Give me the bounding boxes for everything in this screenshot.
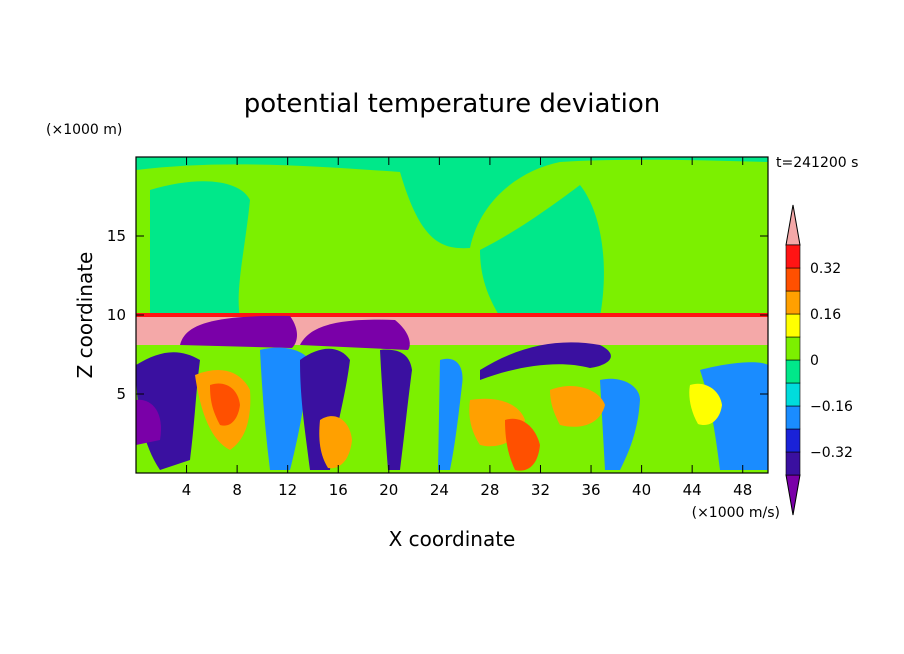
colorbar-label: −0.32 <box>810 445 853 461</box>
warm-plume-core <box>505 418 540 471</box>
warm-plume <box>689 383 722 426</box>
cool-column <box>700 362 768 470</box>
colorbar-label: 0.16 <box>810 307 841 323</box>
colorbar-label: −0.16 <box>810 399 853 415</box>
colorbar-bin <box>785 336 801 361</box>
stratosphere-light-region <box>136 159 768 317</box>
cold-cap <box>480 342 611 380</box>
x-unit-label: (×1000 m/s) <box>692 505 780 521</box>
x-tick-label: 40 <box>632 481 651 499</box>
colorbar-bin <box>785 428 801 453</box>
cool-column <box>600 378 640 470</box>
colorbar-extend-low <box>785 474 801 516</box>
colorbar: 0.32 0.16 0 −0.16 −0.32 <box>785 204 853 516</box>
cold-cap <box>180 315 297 348</box>
x-tick-label: 8 <box>232 481 242 499</box>
warm-plume <box>550 385 605 427</box>
y-axis-label: Z coordinate <box>73 252 97 379</box>
x-tick-label: 28 <box>480 481 499 499</box>
colorbar-bin <box>785 290 801 315</box>
y-unit-label: (×1000 m) <box>46 122 122 138</box>
colorbar-label: 0.32 <box>810 261 841 277</box>
y-axis: 5 10 15 <box>107 227 768 403</box>
cold-column <box>136 399 161 445</box>
colorbar-bin <box>785 359 801 384</box>
warm-plume <box>319 416 352 469</box>
time-label: t=241200 s <box>776 155 858 171</box>
colorbar-label: 0 <box>810 353 819 369</box>
colorbar-extend-high <box>785 204 801 246</box>
warm-plume-core <box>210 383 240 426</box>
stratosphere-teal-lobe <box>480 185 604 317</box>
cool-column <box>260 347 310 470</box>
colorbar-bin <box>785 313 801 338</box>
x-tick-label: 36 <box>581 481 600 499</box>
colorbar-bin <box>785 382 801 407</box>
cold-column <box>380 349 412 470</box>
y-tick-label: 10 <box>107 306 126 324</box>
inversion-red-line <box>136 313 768 317</box>
colorbar-bin <box>785 244 801 269</box>
x-tick-label: 24 <box>430 481 449 499</box>
x-tick-label: 16 <box>329 481 348 499</box>
colorbar-bin <box>785 405 801 430</box>
x-axis: 4 8 12 16 20 24 28 32 36 40 44 48 <box>182 157 752 499</box>
cold-cap <box>300 319 410 350</box>
x-tick-label: 32 <box>531 481 550 499</box>
cool-column <box>438 358 463 470</box>
stratosphere-teal-lobe <box>150 181 250 317</box>
x-tick-label: 48 <box>733 481 752 499</box>
x-tick-label: 44 <box>683 481 702 499</box>
y-tick-label: 5 <box>116 385 126 403</box>
chart-title: potential temperature deviation <box>244 89 660 119</box>
x-axis-label: X coordinate <box>389 527 516 551</box>
x-tick-label: 4 <box>182 481 192 499</box>
x-tick-label: 20 <box>379 481 398 499</box>
y-tick-label: 15 <box>107 227 126 245</box>
colorbar-bin <box>785 267 801 292</box>
x-tick-label: 12 <box>278 481 297 499</box>
cold-column <box>300 348 350 470</box>
plot-area <box>136 157 768 473</box>
colorbar-bin <box>785 451 801 476</box>
